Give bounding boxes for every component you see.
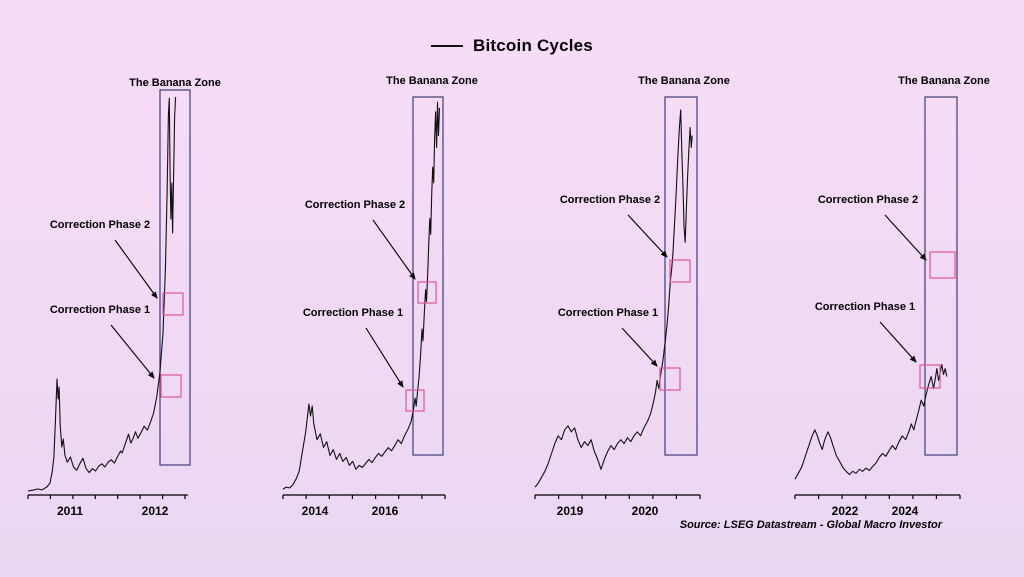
correction-phase-2-label: Correction Phase 2 (50, 219, 150, 231)
banana-zone-label: The Banana Zone (386, 75, 478, 87)
legend-line-icon (431, 45, 464, 47)
correction-phase-2-label: Correction Phase 2 (818, 194, 918, 206)
correction-phase-1-arrow (110, 324, 155, 379)
price-line (282, 101, 441, 490)
correction-phase-2-box (669, 259, 691, 283)
x-axis-ticks (794, 495, 961, 499)
correction-phase-2-arrow (627, 214, 668, 258)
x-tick-label: 2022 (832, 504, 859, 518)
source-credit: Source: LSEG Datastream - Global Macro I… (679, 519, 942, 531)
correction-phase-2-box (417, 281, 437, 304)
correction-phase-1-label: Correction Phase 1 (815, 301, 915, 313)
correction-phase-1-arrow (365, 327, 404, 388)
banana-zone-label: The Banana Zone (898, 75, 990, 87)
cycle-panel-4: The Banana Zone Correction Phase 2 Corre… (794, 75, 990, 518)
correction-phase-2-arrow (114, 239, 158, 299)
correction-phase-1-arrow (621, 327, 658, 367)
banana-zone-box (664, 96, 698, 456)
correction-phase-1-box (160, 374, 182, 398)
x-tick-label: 2024 (892, 504, 919, 518)
x-tick-label: 2011 (57, 504, 83, 518)
price-line (27, 96, 177, 492)
correction-phase-2-box (929, 251, 956, 279)
correction-phase-1-box (919, 364, 941, 389)
cycle-panel-3: The Banana Zone Correction Phase 2 Corre… (534, 75, 730, 518)
banana-zone-box (924, 96, 958, 456)
x-tick-label: 2016 (372, 504, 399, 518)
x-axis-ticks (27, 495, 186, 499)
correction-phase-2-box (162, 292, 184, 316)
banana-zone-label: The Banana Zone (638, 75, 730, 87)
x-tick-label: 2012 (142, 504, 169, 518)
correction-phase-1-arrow (879, 321, 917, 363)
correction-phase-2-arrow (884, 214, 927, 261)
banana-zone-label: The Banana Zone (129, 77, 221, 89)
correction-phase-2-arrow (372, 219, 416, 280)
correction-phase-1-label: Correction Phase 1 (303, 307, 403, 319)
x-tick-label: 2020 (632, 504, 659, 518)
x-tick-label: 2019 (557, 504, 584, 518)
correction-phase-1-box (659, 367, 681, 391)
x-tick-label: 2014 (302, 504, 329, 518)
figure-title-row: Bitcoin Cycles (0, 36, 1024, 56)
price-line (534, 109, 693, 488)
x-axis-ticks (534, 495, 701, 499)
x-axis-ticks (282, 495, 446, 499)
banana-zone-box (159, 89, 191, 466)
cycle-panel-2: The Banana Zone Correction Phase 2 Corre… (282, 75, 478, 518)
correction-phase-1-label: Correction Phase 1 (50, 304, 150, 316)
correction-phase-2-label: Correction Phase 2 (560, 194, 660, 206)
correction-phase-1-label: Correction Phase 1 (558, 307, 658, 319)
figure-title: Bitcoin Cycles (473, 36, 593, 55)
cycle-panel-1: The Banana Zone Correction Phase 2 Corre… (27, 77, 221, 518)
correction-phase-2-label: Correction Phase 2 (305, 199, 405, 211)
correction-phase-1-box (405, 389, 425, 412)
price-line (794, 364, 948, 480)
